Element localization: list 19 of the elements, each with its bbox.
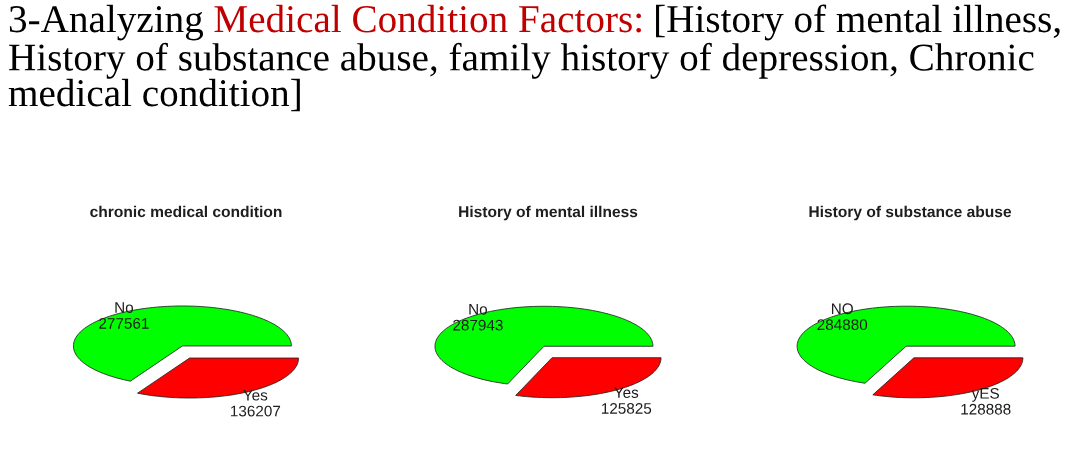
- slice-label: Yes: [614, 387, 639, 398]
- text: [History of mental illness,: [656, 4, 1060, 41]
- data-label: 136207: [231, 405, 281, 417]
- text: History of substance abuse, family history of depression, Chronic medical condition]: [8, 42, 1034, 112]
- data-label: 277561: [99, 318, 149, 329]
- slice-label: NO: [832, 303, 853, 315]
- slice-label: Yes: [243, 389, 268, 401]
- text: 3-Analyzing: [9, 4, 204, 41]
- slice-label: No: [469, 304, 488, 315]
- chart-title: History of substance abuse: [809, 205, 1012, 221]
- data-label: 128888: [961, 403, 1011, 415]
- chart-title: History of mental illness: [459, 205, 638, 221]
- slice-label: No: [115, 302, 134, 313]
- data-label: 284880: [817, 319, 868, 331]
- text: Medical Condition Factors:: [214, 4, 641, 33]
- data-label: 287943: [453, 319, 503, 331]
- chart-title: chronic medical condition: [90, 205, 282, 218]
- slice-label: yES: [971, 387, 1000, 402]
- data-label: 125825: [601, 403, 652, 414]
